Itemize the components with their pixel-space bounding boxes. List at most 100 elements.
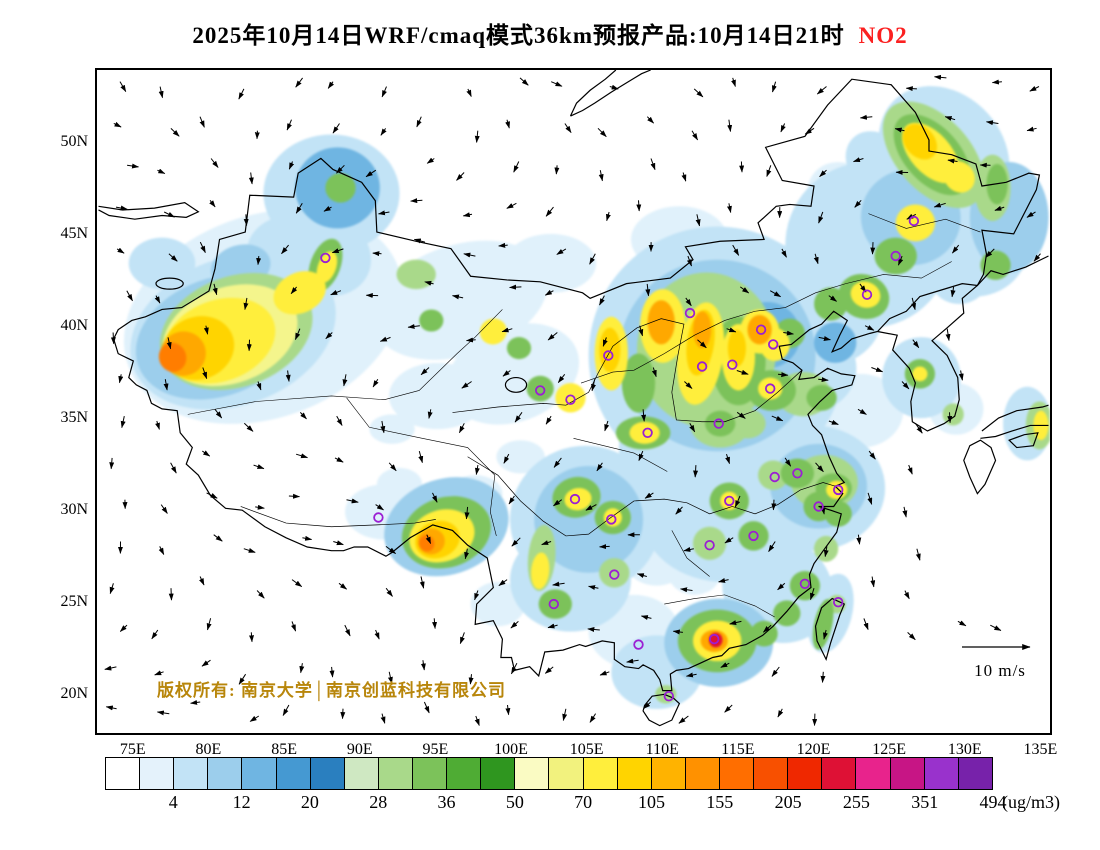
wind-vector-arrow: [203, 325, 209, 335]
no2-fill-blob: [806, 384, 837, 411]
wind-vector-arrow: [498, 242, 508, 248]
city-marker: [833, 484, 844, 496]
city-marker: [833, 597, 844, 608]
wind-vector-arrow: [818, 211, 824, 224]
city-marker: [565, 394, 576, 405]
colorbar-cell: [616, 758, 651, 789]
wind-vector-arrow: [113, 121, 122, 128]
wind-vector-arrow: [818, 377, 829, 383]
no2-fill-blob: [419, 309, 444, 332]
wind-vector-arrow: [651, 367, 657, 378]
wind-vector-arrow: [689, 423, 696, 433]
wind-vector-arrow: [238, 88, 245, 100]
colorbar-cell: [207, 758, 242, 789]
wind-vector-arrow: [856, 534, 862, 545]
wind-vector-arrow: [945, 328, 951, 342]
wind-vector-arrow: [816, 86, 827, 95]
colorbar-cell: [923, 758, 958, 789]
wind-vector-arrow: [729, 620, 742, 626]
map-frame: 版权所有: 南京大学│南京创蓝科技有限公司 10 m/s: [95, 68, 1052, 735]
wind-vector-arrow: [295, 453, 308, 459]
wind-vector-arrow: [248, 172, 254, 185]
wind-vector-arrow: [154, 670, 164, 676]
colorbar-cell: [241, 758, 276, 789]
colorbar-cell: [275, 758, 310, 789]
wind-vector-arrow: [286, 119, 292, 131]
city-marker: [373, 512, 384, 523]
wind-vector-arrow: [990, 624, 1002, 631]
city-marker: [642, 427, 653, 439]
lake-baikal-outline: [570, 70, 650, 116]
colorbar-tick-label: 205: [774, 792, 802, 812]
wind-vector-arrow: [323, 205, 332, 212]
no2-fill-blob: [599, 558, 630, 588]
lon-tick-label: 85E: [271, 741, 297, 758]
wind-vector-arrow: [431, 492, 438, 503]
colorbar-cell: [889, 758, 924, 789]
taiwan-outline: [816, 599, 845, 660]
province-boundary-lines: [188, 214, 981, 617]
city-marker: [765, 383, 776, 394]
wind-vector-arrow: [638, 325, 644, 337]
wind-vector-arrow: [740, 286, 750, 294]
city-marker: [799, 578, 811, 590]
wind-vector-arrow: [640, 615, 652, 620]
lon-tick-label: 110E: [645, 741, 679, 758]
wind-vector-arrow: [991, 79, 1002, 85]
wind-scale-arrow: [962, 644, 1031, 650]
wind-vector-arrow: [602, 337, 608, 347]
colorbar-cell: [173, 758, 208, 789]
wind-scale-label: 10 m/s: [974, 661, 1026, 680]
wind-vector-arrow: [947, 158, 958, 164]
no2-fill-blob: [747, 314, 772, 345]
wind-vector-arrow: [288, 493, 300, 499]
wind-vector-arrow: [587, 627, 600, 632]
wind-vector-arrow: [541, 540, 552, 546]
wind-vector-arrow: [379, 336, 391, 342]
wind-vector-arrow: [509, 284, 522, 290]
wind-vector-arrow: [545, 206, 554, 217]
shikoku-outline: [1009, 433, 1038, 448]
wind-vector-arrow: [725, 453, 730, 465]
wind-vector-arrow: [819, 169, 827, 177]
wind-vector-arrow: [867, 492, 873, 505]
no2-fill-blob: [850, 281, 881, 308]
no2-fill-blob: [496, 440, 545, 474]
wind-vector-arrow: [681, 172, 687, 182]
wind-vector-arrow: [562, 708, 568, 721]
wind-vector-arrow: [407, 323, 420, 329]
wind-vector-arrow: [157, 168, 166, 175]
city-marker: [727, 359, 738, 370]
wind-vector-arrow: [678, 715, 689, 724]
city-marker-group: [320, 215, 920, 702]
wind-scale-legend: 10 m/s: [955, 640, 1045, 681]
colorbar-tick-label: 494: [979, 792, 1007, 812]
wind-vector-arrow: [672, 629, 683, 635]
no2-fill-blob: [128, 237, 196, 290]
wind-vector-arrow: [374, 629, 380, 640]
no2-fill-blob: [812, 599, 834, 650]
wind-vector-arrow: [427, 409, 433, 419]
colorbar-tick-label: 255: [842, 792, 870, 812]
colorbar-cell: [548, 758, 583, 789]
wind-vector-arrow: [828, 419, 839, 425]
wind-vector-arrow: [599, 295, 605, 306]
wind-vector-arrow: [344, 624, 351, 637]
colorbar-cell: [753, 758, 788, 789]
wind-vector-arrow: [290, 621, 297, 632]
wind-vector-arrow: [771, 499, 777, 511]
wind-vector-arrow: [288, 161, 295, 170]
colorbar-cell: [343, 758, 378, 789]
wind-vector-arrow: [158, 546, 165, 555]
wind-vector-arrow: [163, 211, 175, 218]
wind-vector-arrow: [552, 581, 565, 587]
copyright-text: 版权所有: 南京大学│南京创蓝科技有限公司: [157, 681, 506, 700]
no2-fill-blob: [692, 526, 727, 560]
wind-vector-arrow: [1029, 86, 1040, 92]
wind-vector-arrow: [544, 289, 554, 296]
colorbar-cell: [139, 758, 174, 789]
colorbar-cell: [514, 758, 549, 789]
wind-vector-arrow: [636, 573, 647, 578]
wind-vector-arrow: [768, 541, 776, 553]
wind-vector-arrow: [387, 671, 393, 684]
